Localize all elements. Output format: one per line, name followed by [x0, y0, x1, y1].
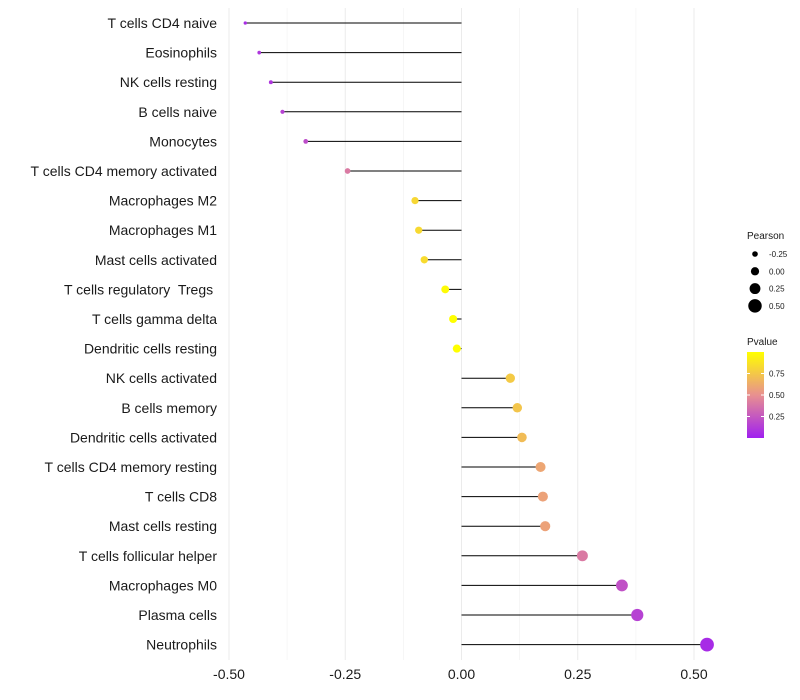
category-label: Neutrophils: [146, 637, 217, 653]
point: [243, 21, 247, 25]
x-tick-label: 0.00: [448, 666, 475, 682]
category-label: NK cells activated: [106, 370, 217, 386]
category-label: Eosinophils: [145, 45, 217, 61]
point: [441, 285, 450, 294]
points: [243, 21, 714, 652]
point: [257, 50, 262, 55]
point: [344, 168, 351, 174]
pearson-legend-title: Pearson: [747, 231, 784, 242]
category-label: T cells follicular helper: [79, 548, 218, 564]
point: [452, 344, 461, 353]
category-label: Monocytes: [149, 133, 217, 149]
pearson-legend-key: [749, 283, 761, 295]
category-label: T cells CD4 memory activated: [31, 163, 217, 179]
y-axis-labels: T cells CD4 naive Eosinophils NK cells res…: [31, 15, 218, 653]
category-label: T cells CD4 naive: [108, 15, 218, 31]
pvalue-legend-label: 0.75: [769, 370, 785, 379]
point: [517, 432, 527, 443]
category-label: Mast cells activated: [95, 252, 217, 268]
category-label: B cells memory: [121, 400, 217, 416]
x-tick-label: -0.25: [329, 666, 361, 682]
point: [576, 550, 588, 562]
stems: [245, 22, 708, 646]
grid-lines: [228, 8, 695, 660]
category-label: Macrophages M1: [109, 222, 217, 238]
pvalue-legend-label: 0.50: [769, 391, 785, 400]
point: [700, 637, 714, 652]
point: [415, 226, 423, 234]
category-label: Macrophages M0: [109, 577, 217, 593]
point: [449, 314, 458, 324]
category-label: Mast cells resting: [109, 518, 217, 534]
point: [303, 139, 309, 144]
point: [535, 461, 546, 473]
category-label: NK cells resting: [120, 74, 217, 90]
x-tick-label: -0.50: [213, 666, 245, 682]
pvalue-legend-title: Pvalue: [747, 337, 778, 348]
category-label: T cells CD4 memory resting: [45, 459, 217, 475]
pearson-legend-label: 0.00: [769, 267, 785, 276]
category-label: T cells regulatory Tregs: [64, 281, 217, 297]
category-label: Dendritic cells activated: [70, 429, 217, 445]
point: [420, 256, 428, 264]
point: [505, 373, 515, 383]
category-label: T cells CD8: [145, 489, 217, 505]
category-label: Macrophages M2: [109, 193, 217, 209]
pvalue-colorbar: [747, 352, 764, 438]
pearson-legend: Pearson -0.25 0.00 0.25 0.50: [747, 231, 788, 313]
category-label: T cells gamma delta: [92, 311, 217, 327]
point: [280, 109, 285, 114]
x-tick-label: 0.25: [564, 666, 591, 682]
point: [268, 80, 273, 85]
pearson-legend-label: 0.25: [769, 285, 785, 294]
category-label: Plasma cells: [138, 607, 217, 623]
pearson-legend-key: [752, 251, 758, 257]
point: [615, 579, 628, 592]
point: [411, 197, 419, 205]
pvalue-legend: Pvalue 0.25 0.50 0.75: [747, 337, 785, 438]
point: [540, 521, 551, 532]
point: [512, 403, 523, 413]
x-tick-label: 0.50: [680, 666, 707, 682]
point: [537, 491, 548, 502]
category-label: B cells naive: [138, 104, 217, 120]
pearson-legend-label: -0.25: [769, 250, 788, 259]
point: [631, 608, 644, 622]
category-label: Dendritic cells resting: [84, 341, 217, 357]
pearson-legend-key: [748, 299, 762, 313]
pearson-legend-key: [750, 267, 760, 276]
pearson-legend-label: 0.50: [769, 302, 785, 311]
x-axis-labels: -0.50 -0.25 0.00 0.25 0.50: [213, 666, 708, 682]
pvalue-legend-label: 0.25: [769, 413, 785, 422]
